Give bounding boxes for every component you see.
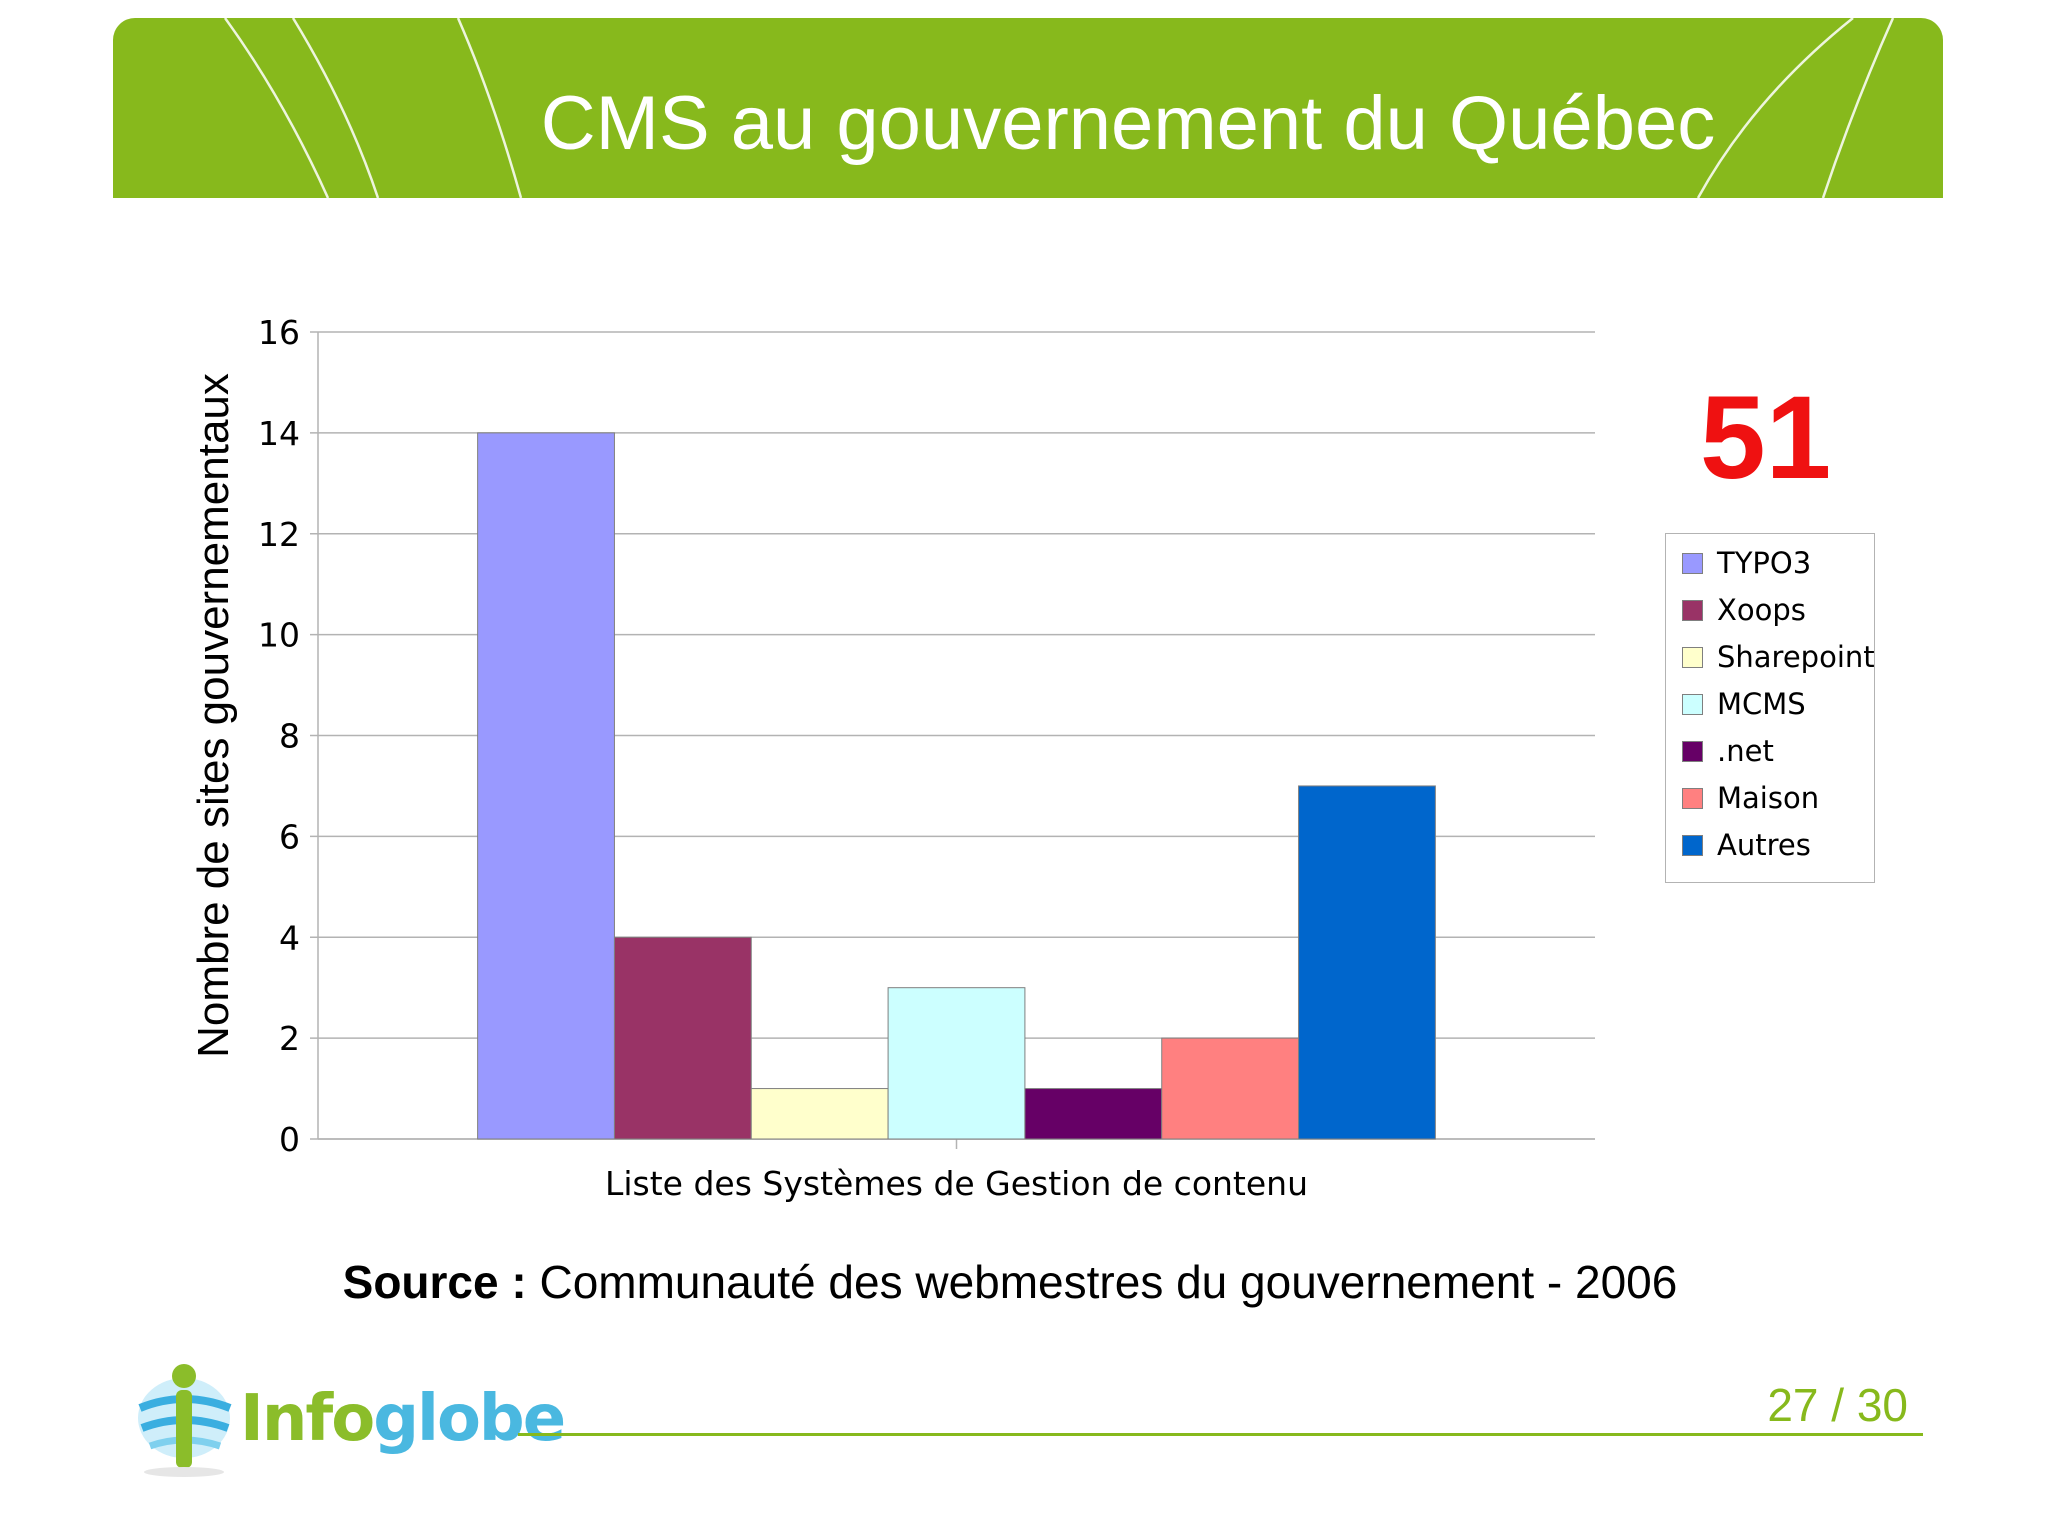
source-label: Source :: [342, 1256, 527, 1308]
slide-title: CMS au gouvernement du Québec: [540, 81, 1716, 166]
logo-text-globe: globe: [373, 1382, 566, 1456]
source-text: Communauté des webmestres du gouvernemen…: [539, 1256, 1678, 1308]
legend-swatch: [1682, 647, 1703, 668]
legend-label: Maison: [1717, 781, 1820, 815]
y-tick-label: 16: [258, 313, 300, 352]
highlight-number: 51: [1700, 372, 1832, 504]
bar-chart: 0 2 4 6 8 10 12 14 16 Liste des Systèmes de Gesti…: [189, 313, 1595, 1203]
y-tick-label: 8: [279, 717, 300, 756]
bar-typo3: [477, 432, 615, 1140]
bar-mcms: [887, 987, 1026, 1140]
chart-legend: TYPO3 Xoops Sharepoint MCMS .net Maison Autres: [1665, 533, 1875, 883]
logo-text: Infoglobe: [240, 1382, 566, 1456]
y-tick-label: 2: [279, 1019, 300, 1058]
legend-label: .net: [1717, 734, 1774, 768]
legend-swatch: [1682, 835, 1703, 856]
legend-label: Sharepoint: [1717, 640, 1875, 674]
source-line: Source : Communauté des webmestres du go…: [0, 1255, 2020, 1309]
y-tick-label: 6: [279, 817, 300, 856]
y-axis-label: Nombre de sites gouvernementaux: [189, 373, 238, 1058]
footer-line: [518, 1433, 1923, 1436]
legend-swatch: [1682, 741, 1703, 762]
y-tick-label: 10: [258, 616, 300, 655]
legend-label: MCMS: [1717, 687, 1806, 721]
logo-text-info: Info: [240, 1382, 375, 1456]
y-tick-label: 0: [279, 1120, 300, 1159]
y-tick-label: 12: [258, 515, 300, 554]
legend-swatch: [1682, 600, 1703, 621]
bar-xoops: [613, 936, 752, 1140]
banner-decoration: [223, 18, 1895, 198]
title-banner: CMS au gouvernement du Québec: [113, 18, 1943, 198]
bar-autres: [1298, 785, 1436, 1140]
bar-maison: [1161, 1037, 1300, 1140]
legend-swatch: [1682, 788, 1703, 809]
legend-label: Xoops: [1717, 593, 1806, 627]
y-tick-label: 4: [279, 918, 300, 957]
infoglobe-logo: Infoglobe: [132, 1360, 566, 1480]
legend-swatch: [1682, 694, 1703, 715]
legend-label: Autres: [1717, 828, 1811, 862]
bar-net: [1024, 1088, 1163, 1140]
bar-sharepoint: [750, 1088, 889, 1140]
legend-swatch: [1682, 553, 1703, 574]
page-number: 27 / 30: [1767, 1379, 1908, 1431]
globe-person-icon: [138, 1364, 232, 1477]
legend-label: TYPO3: [1717, 546, 1812, 580]
x-axis-label: Liste des Systèmes de Gestion de contenu: [605, 1164, 1308, 1203]
y-tick-label: 14: [258, 414, 300, 453]
